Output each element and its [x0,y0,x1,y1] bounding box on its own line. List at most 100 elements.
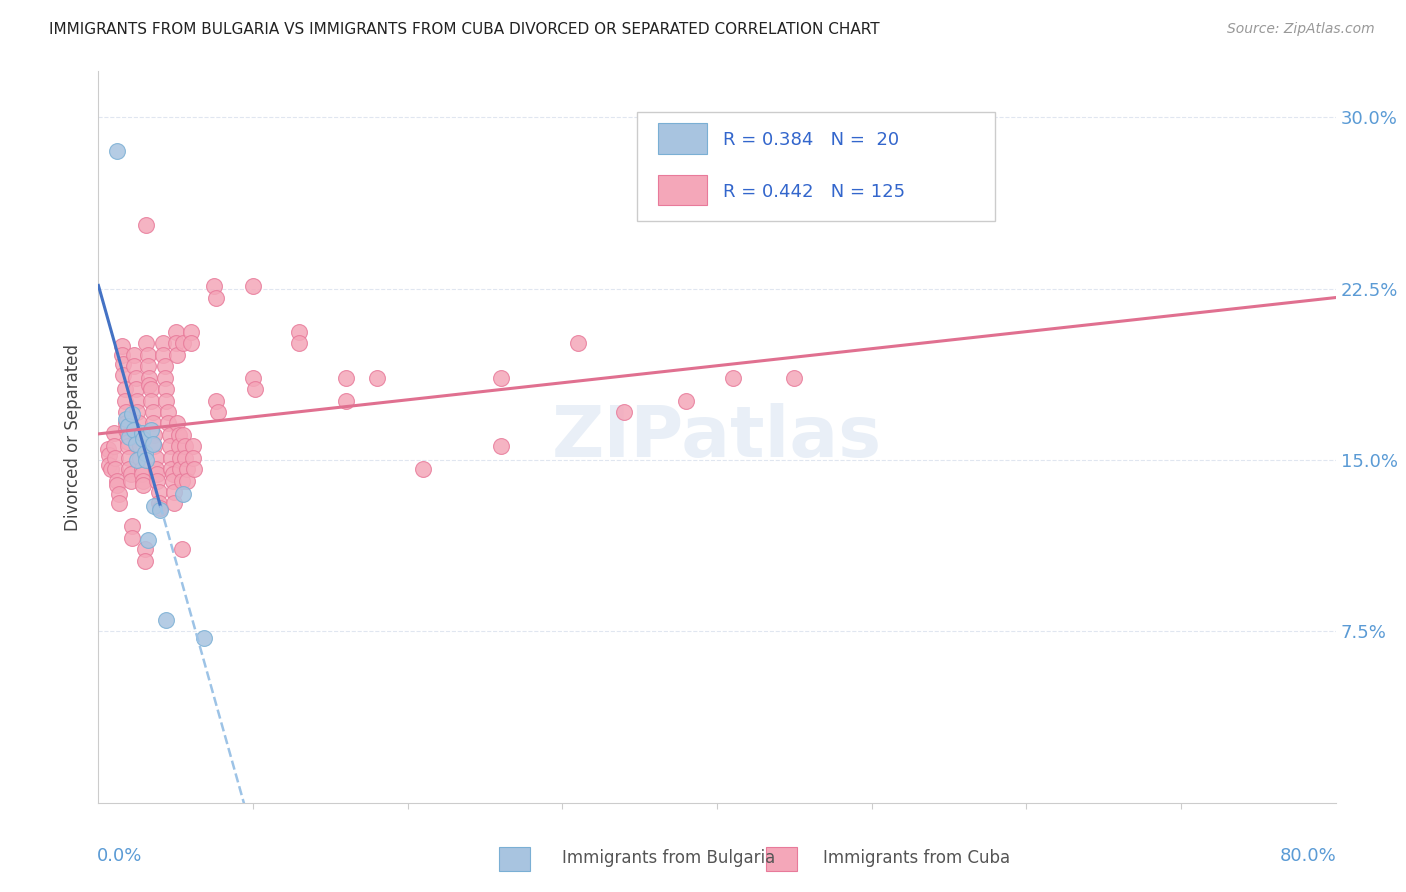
Point [114,393,136,408]
Point [117,418,139,433]
Bar [499,847,530,871]
Point [180,325,202,339]
Point [783,370,806,384]
Text: R = 0.442   N = 125: R = 0.442 N = 125 [723,183,905,201]
Point [167,427,190,442]
Point [111,348,134,362]
Point [103,425,125,440]
Point [132,478,155,492]
Point [128,417,150,431]
Point [180,336,202,351]
Point [162,474,184,488]
Point [134,446,156,460]
Point [170,542,193,557]
Point [121,407,143,421]
Point [139,423,162,437]
Point [131,425,153,440]
Point [128,427,150,442]
Point [155,393,177,408]
Point [122,348,145,362]
Point [142,405,165,419]
Point [163,485,186,500]
Point [167,439,190,453]
Point [107,496,129,510]
Point [120,467,142,481]
Point [115,405,138,419]
Point [160,450,183,465]
Point [166,417,188,431]
Point [136,348,159,362]
Point [145,450,167,465]
Text: ZIPatlas: ZIPatlas [553,402,882,472]
Point [143,499,166,513]
FancyBboxPatch shape [637,112,995,221]
Point [148,485,170,500]
Point [136,359,159,374]
Point [155,382,177,396]
Point [335,393,357,408]
Point [173,487,195,501]
Point [148,496,170,510]
Point [143,427,166,442]
Point [136,533,159,547]
Point [118,462,141,476]
Point [112,368,135,383]
Point [157,417,180,431]
Point [134,542,156,557]
Point [288,325,311,339]
Point [146,474,169,488]
Point [242,370,264,384]
Point [155,613,177,627]
Y-axis label: Divorced or Separated: Divorced or Separated [65,343,83,531]
Point [174,450,197,465]
Point [242,279,264,293]
Point [124,382,146,396]
Point [100,462,122,476]
Point [135,336,157,351]
Point [115,423,138,437]
Point [170,474,193,488]
Point [181,439,204,453]
Point [166,348,188,362]
Point [132,433,155,447]
Point [127,405,149,419]
Point [114,382,136,396]
Point [152,336,174,351]
Point [98,458,121,472]
Text: 80.0%: 80.0% [1281,847,1337,864]
Point [173,336,195,351]
Point [163,496,186,510]
Point [193,632,215,646]
Text: Immigrants from Cuba: Immigrants from Cuba [823,849,1010,867]
Point [107,487,129,501]
Point [97,442,120,456]
Point [157,405,180,419]
Point [127,393,149,408]
Point [176,462,198,476]
Point [105,474,128,488]
Text: R = 0.384   N =  20: R = 0.384 N = 20 [723,131,900,149]
Point [134,553,156,567]
Text: Immigrants from Bulgaria: Immigrants from Bulgaria [562,849,776,867]
Point [122,359,145,374]
Point [675,393,697,408]
Point [117,427,139,442]
Point [335,370,357,384]
Point [117,434,139,449]
Point [117,439,139,453]
Point [121,519,143,533]
Point [118,450,141,465]
Text: 0.0%: 0.0% [97,847,142,864]
Point [131,467,153,481]
Point [131,462,153,476]
Point [181,450,204,465]
Point [104,462,127,476]
Point [115,412,138,426]
Point [169,462,191,476]
Point [243,382,266,396]
Point [129,439,152,453]
Point [118,430,141,444]
Point [159,439,181,453]
Bar [766,847,797,871]
Point [174,439,197,453]
